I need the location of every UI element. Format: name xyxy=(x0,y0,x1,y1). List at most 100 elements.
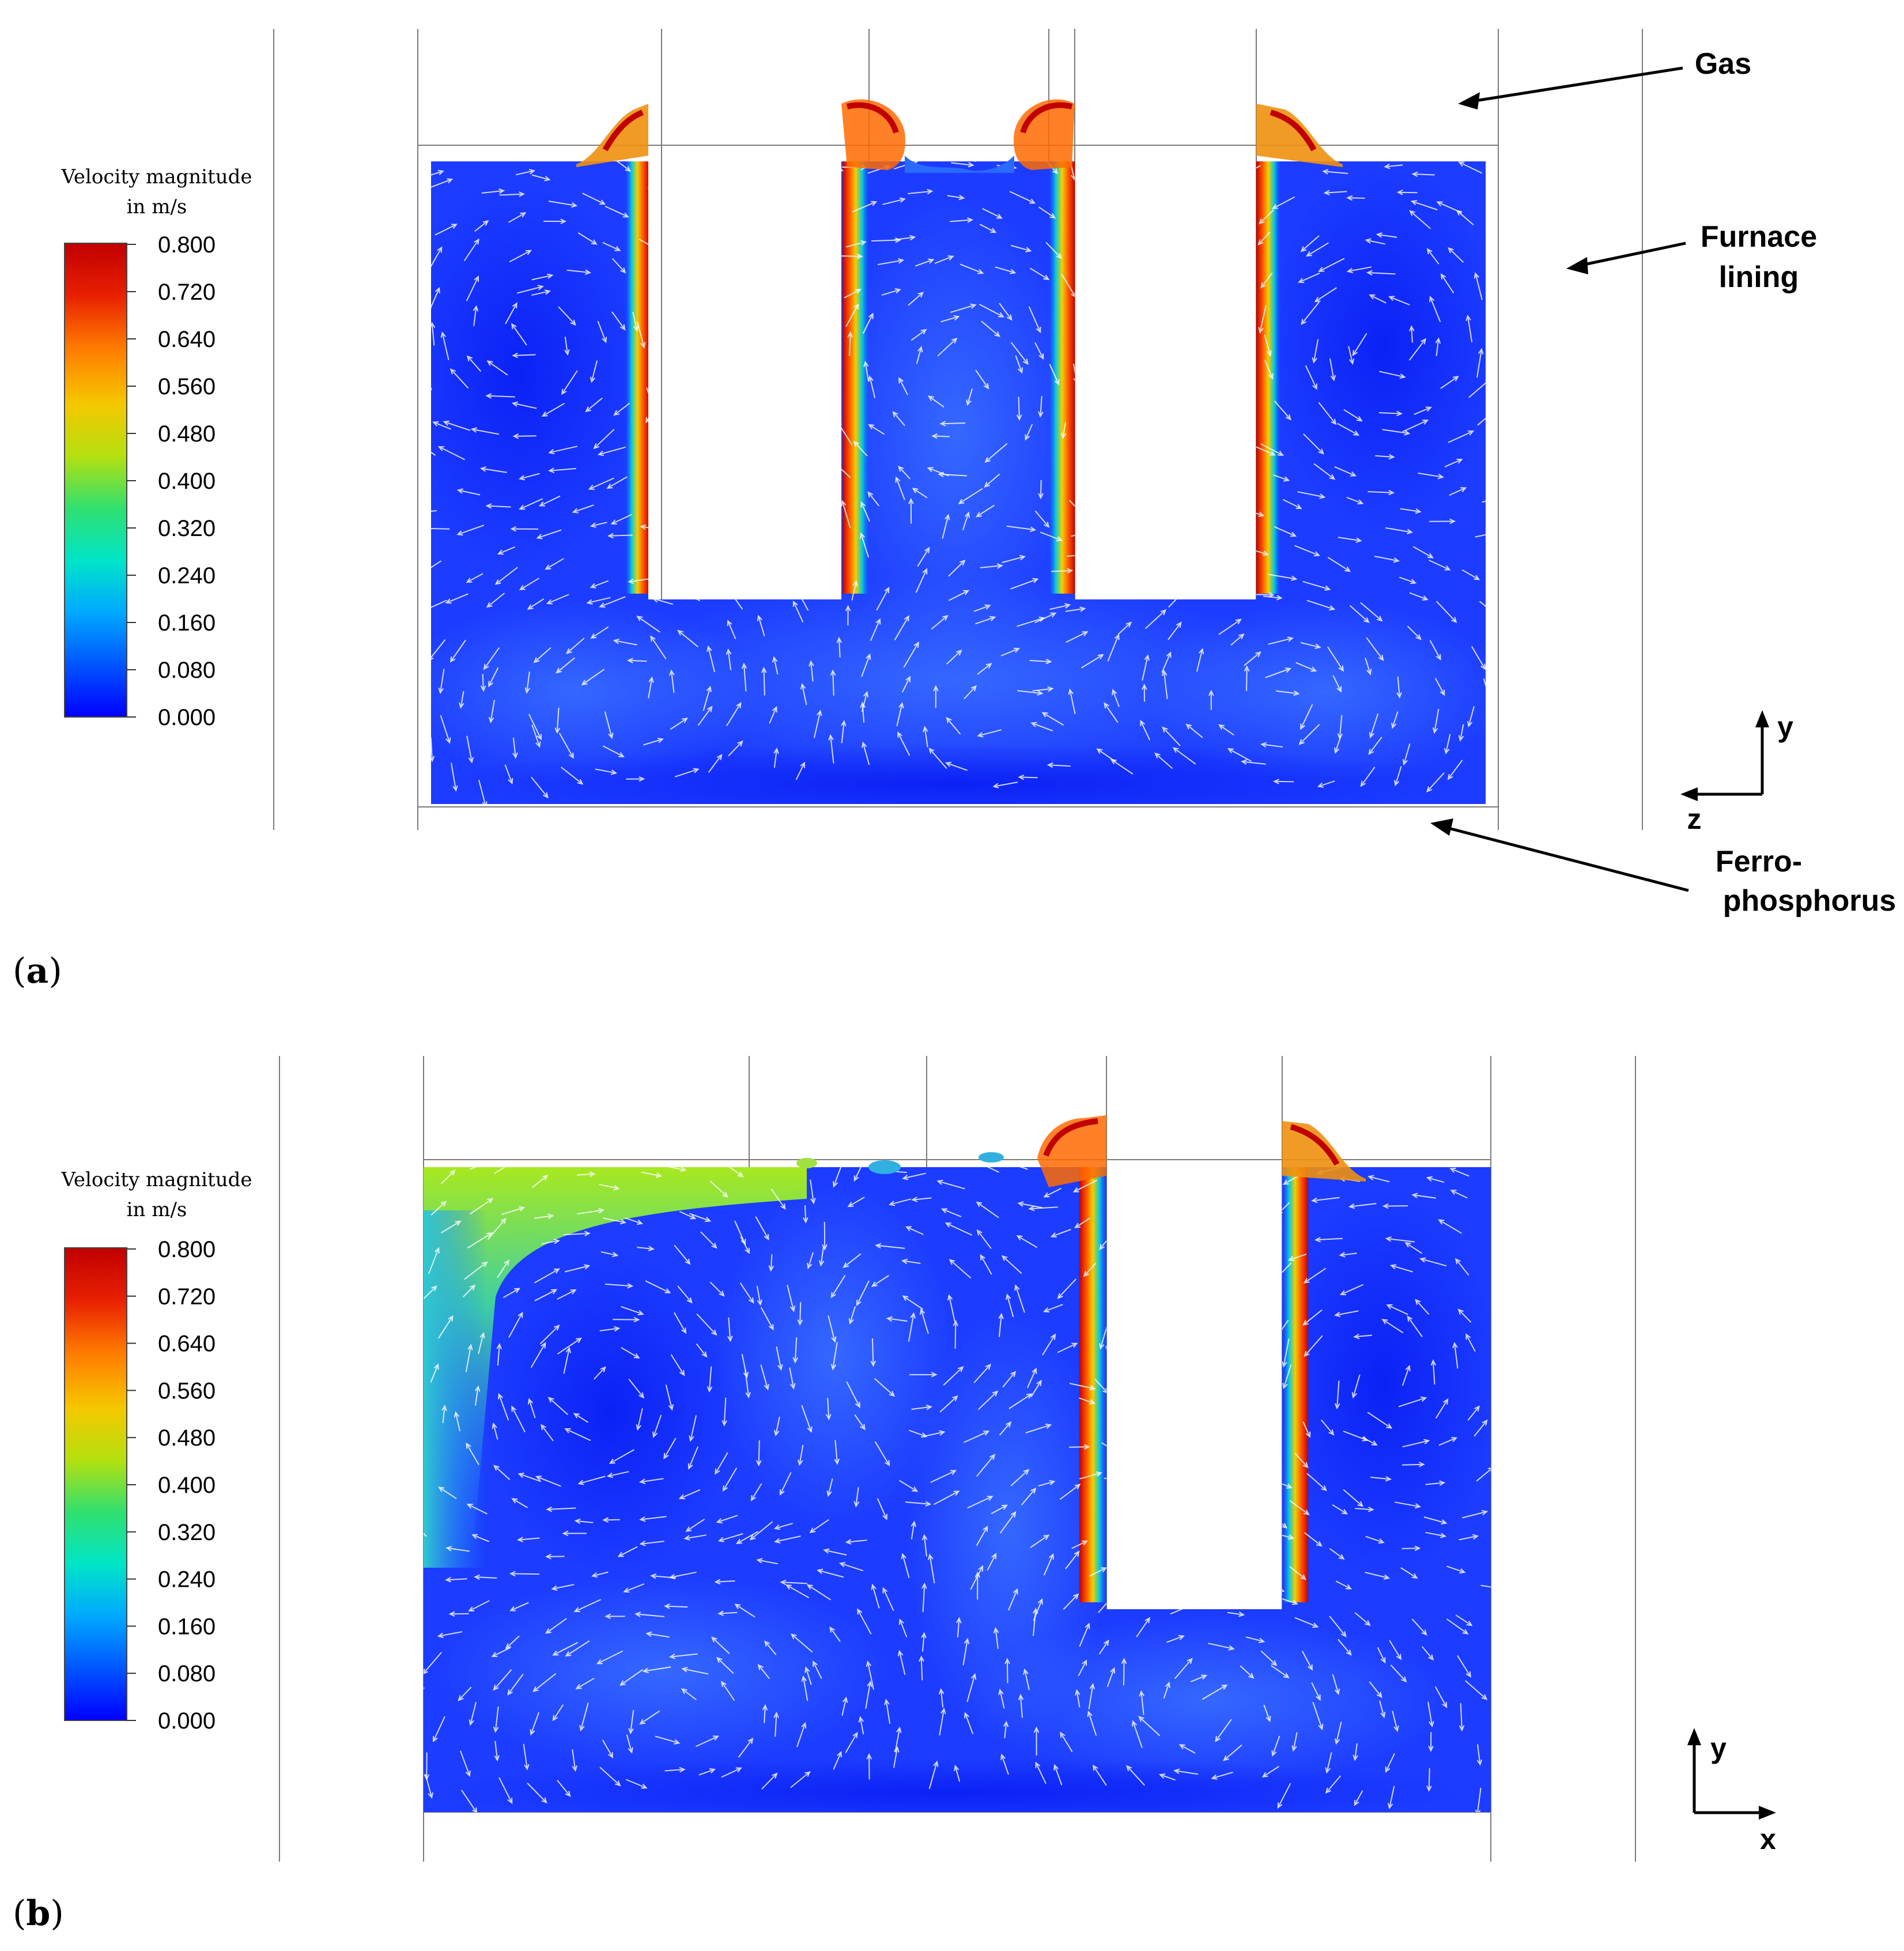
velocity-arrow xyxy=(1215,165,1231,176)
velocity-arrow xyxy=(1112,1491,1130,1498)
arrowhead-gas xyxy=(1458,92,1480,110)
velocity-arrow xyxy=(1404,1242,1423,1254)
velocity-arrow xyxy=(1260,1318,1269,1336)
velocity-arrow xyxy=(795,516,805,538)
velocity-arrow xyxy=(1266,1375,1272,1395)
velocity-arrow xyxy=(946,650,962,665)
velocity-arrow xyxy=(595,768,618,775)
velocity-arrow xyxy=(1008,1588,1018,1611)
velocity-arrow xyxy=(493,1465,511,1481)
velocity-arrow xyxy=(441,1405,447,1424)
velocity-arrow xyxy=(1043,1187,1061,1198)
velocity-arrow xyxy=(1030,1534,1050,1548)
velocity-arrow xyxy=(934,1490,960,1505)
velocity-arrow xyxy=(1260,742,1283,748)
velocity-arrow xyxy=(763,329,775,357)
velocity-arrow xyxy=(1334,735,1342,754)
velocity-arrow xyxy=(1162,546,1181,560)
velocity-arrow xyxy=(863,360,870,382)
velocity-arrow xyxy=(650,635,667,659)
velocity-arrow xyxy=(1329,1616,1347,1637)
velocity-arrow xyxy=(902,1172,926,1180)
velocity-arrow xyxy=(717,179,728,195)
velocity-arrow xyxy=(1244,665,1250,691)
velocity-arrow xyxy=(898,377,908,395)
velocity-arrow xyxy=(1083,1262,1097,1277)
velocity-arrow xyxy=(486,360,508,376)
velocity-arrow xyxy=(908,188,934,195)
velocity-arrow xyxy=(552,1641,579,1656)
velocity-arrow xyxy=(1101,307,1108,336)
velocity-arrow xyxy=(1049,364,1060,386)
velocity-arrow xyxy=(1240,387,1248,409)
velocity-arrow xyxy=(806,1584,832,1601)
velocity-arrow xyxy=(473,305,479,327)
velocity-arrow xyxy=(940,1208,962,1218)
velocity-arrow xyxy=(665,1384,674,1411)
velocity-arrow xyxy=(1066,631,1089,643)
velocity-arrow xyxy=(783,269,796,295)
velocity-arrow xyxy=(599,1767,621,1787)
velocity-arrow xyxy=(1078,1659,1087,1677)
velocity-arrow xyxy=(1089,1567,1108,1577)
velocity-arrow xyxy=(696,1343,708,1358)
velocity-arrow xyxy=(1476,1466,1491,1482)
velocity-arrow xyxy=(1001,1255,1022,1274)
velocity-arrow xyxy=(1264,360,1274,380)
velocity-arrow xyxy=(1199,456,1217,472)
velocity-arrow xyxy=(564,337,570,356)
velocity-arrow xyxy=(998,1312,1004,1337)
velocity-arrow xyxy=(739,1282,754,1304)
velocity-arrow xyxy=(1208,689,1214,710)
velocity-arrow xyxy=(722,1467,738,1492)
velocity-arrow xyxy=(1032,1607,1038,1636)
velocity-arrow xyxy=(764,1640,777,1655)
velocity-arrow xyxy=(777,195,795,210)
velocity-arrow xyxy=(639,1516,667,1522)
velocity-arrow xyxy=(469,1701,477,1726)
velocity-arrow xyxy=(1211,187,1233,207)
velocity-arrow xyxy=(977,729,1002,738)
velocity-arrow xyxy=(721,1767,742,1778)
velocity-arrow xyxy=(1352,333,1367,357)
velocity-arrow xyxy=(847,1197,865,1207)
velocity-arrow xyxy=(1006,1293,1014,1318)
velocity-arrow xyxy=(1366,637,1384,662)
velocity-arrow xyxy=(575,1677,595,1689)
velocity-arrow xyxy=(1435,1398,1449,1419)
velocity-arrow xyxy=(572,1749,578,1772)
velocity-arrow xyxy=(494,1167,518,1174)
velocity-arrow xyxy=(534,1268,560,1284)
velocity-arrow xyxy=(1305,242,1329,257)
velocity-arrow xyxy=(976,1526,988,1546)
velocity-arrow xyxy=(558,733,574,759)
velocity-arrow xyxy=(1339,1284,1363,1296)
velocity-arrow xyxy=(1257,231,1271,246)
velocity-arrow xyxy=(702,685,712,711)
velocity-field-b xyxy=(424,1167,1491,1812)
velocity-arrow xyxy=(509,250,532,263)
velocity-arrow xyxy=(1374,556,1400,563)
velocity-arrow xyxy=(1377,1647,1386,1664)
velocity-arrow xyxy=(1302,1309,1323,1326)
velocity-arrow xyxy=(1343,1489,1364,1507)
velocity-arrow xyxy=(454,1411,460,1432)
velocity-arrow xyxy=(670,718,689,730)
velocity-arrow xyxy=(1078,410,1087,437)
velocity-arrow xyxy=(1426,1768,1432,1792)
velocity-arrow xyxy=(1025,424,1033,441)
velocity-arrow xyxy=(1274,526,1297,537)
velocity-arrow xyxy=(769,705,777,724)
annotations-a: Gas Furnace lining Ferro- phosphorus xyxy=(1430,47,1896,918)
velocity-arrow xyxy=(685,1518,705,1532)
velocity-arrow xyxy=(1202,222,1212,244)
velocity-arrow xyxy=(755,1440,762,1467)
velocity-arrow xyxy=(982,207,1003,219)
velocity-arrow xyxy=(727,413,743,437)
velocity-arrow xyxy=(1449,487,1467,496)
velocity-arrow xyxy=(1302,580,1331,591)
velocity-arrow xyxy=(527,1782,547,1804)
velocity-arrow xyxy=(973,1363,992,1383)
velocity-arrow xyxy=(860,501,871,522)
